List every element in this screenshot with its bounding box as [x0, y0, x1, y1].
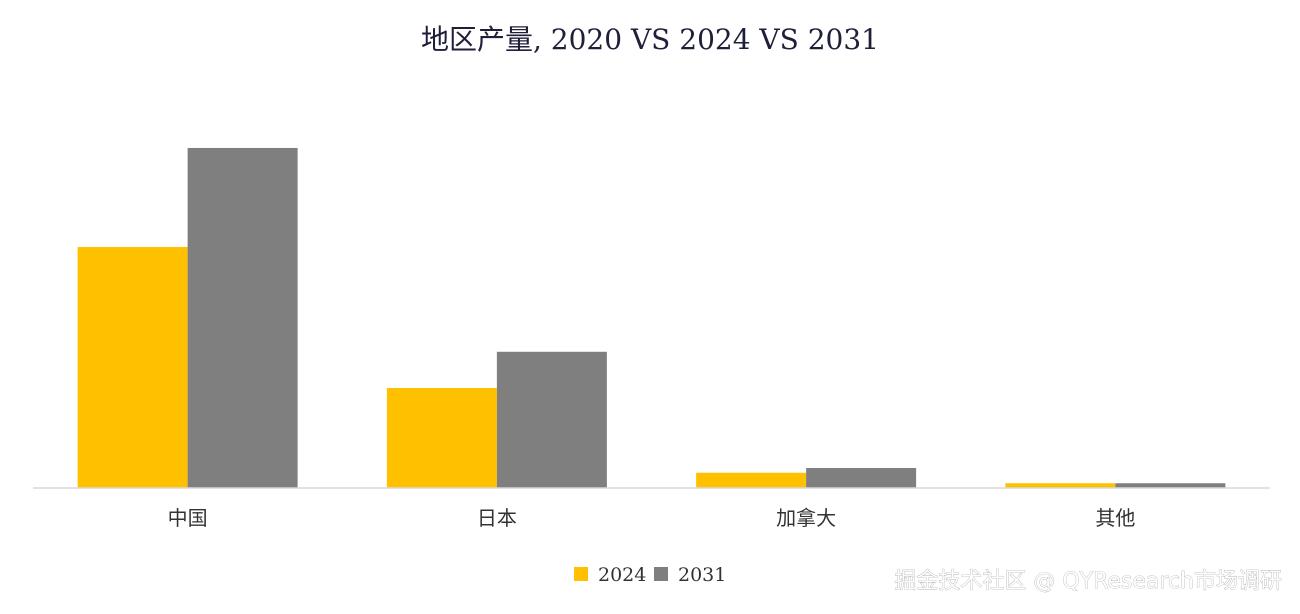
bar-2024-3	[1005, 483, 1116, 488]
x-tick-label: 加拿大	[776, 506, 836, 530]
chart-title: 地区产量, 2020 VS 2024 VS 2031	[421, 23, 879, 56]
watermark: 掘金技术社区 @ QYResearch市场调研	[894, 569, 1282, 594]
legend-label-2031: 2031	[678, 564, 726, 586]
bars-group	[77, 147, 1226, 488]
legend-swatch-2031	[654, 567, 668, 581]
x-tick-label: 日本	[477, 506, 517, 530]
bar-2031-2	[806, 467, 917, 488]
bar-2031-3	[1115, 483, 1226, 488]
x-tick-label: 其他	[1095, 506, 1135, 530]
x-tick-label: 中国	[168, 506, 208, 530]
bar-2024-0	[77, 247, 188, 488]
bar-2024-2	[696, 472, 807, 488]
bar-2031-1	[496, 351, 607, 488]
legend: 2024 2031	[574, 564, 726, 586]
x-tick-labels: 中国 日本 加拿大 其他	[168, 506, 1136, 530]
legend-label-2024: 2024	[598, 564, 646, 586]
bar-2031-0	[187, 147, 298, 488]
bar-2024-1	[386, 387, 497, 488]
legend-swatch-2024	[574, 567, 588, 581]
